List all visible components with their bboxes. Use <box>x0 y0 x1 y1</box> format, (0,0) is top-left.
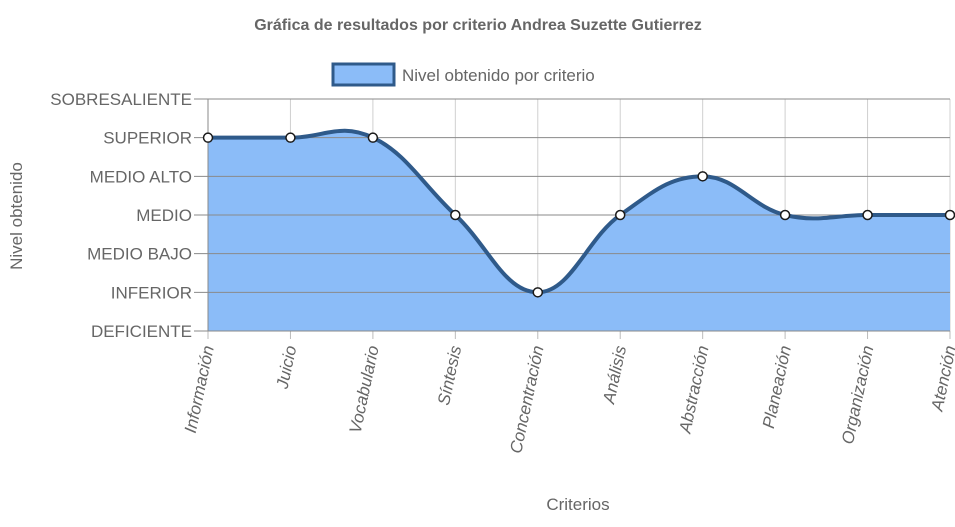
x-tick-label: Juicio <box>273 344 301 391</box>
data-point <box>532 287 544 298</box>
chart-title: Gráfica de resultados por criterio Andre… <box>254 17 702 34</box>
data-point <box>779 209 791 221</box>
legend-swatch <box>331 62 396 87</box>
x-tick-label: Planeación <box>759 344 795 430</box>
y-tick-label: INFERIOR <box>111 283 192 302</box>
x-tick-label: Concentración <box>506 344 547 455</box>
x-tick-label: Información <box>181 344 218 435</box>
y-tick-label: MEDIO ALTO <box>90 167 192 186</box>
x-tick-label: Atención <box>927 344 955 414</box>
series-line <box>207 128 950 295</box>
data-point <box>944 209 955 221</box>
data-point <box>862 209 873 221</box>
y-tick-label: MEDIO BAJO <box>87 245 192 264</box>
x-axis-title: Criterios <box>546 495 609 514</box>
y-tick-label: SUPERIOR <box>103 129 192 148</box>
data-point <box>285 132 296 143</box>
x-tick-label: Organización <box>838 344 877 446</box>
y-tick-label: SOBRESALIENTE <box>50 90 192 109</box>
x-tick-label: Vocabulario <box>346 344 383 435</box>
legend[interactable]: Nivel obtenido por criterio <box>331 62 595 87</box>
legend-label: Nivel obtenido por criterio <box>402 66 595 85</box>
data-point <box>367 132 379 143</box>
data-point <box>697 171 708 182</box>
data-point <box>450 209 461 221</box>
y-tick-label: DEFICIENTE <box>91 322 192 341</box>
x-tick-label: Abstracción <box>675 344 712 436</box>
y-tick-label: MEDIO <box>136 206 192 225</box>
x-tick-label: Análisis <box>599 343 630 406</box>
data-point <box>202 132 214 143</box>
plot-area: DEFICIENTE INFERIOR MEDIO BAJO MEDIO MEDIO A… <box>50 90 955 455</box>
x-tick-label: Síntesis <box>434 343 465 407</box>
y-axis-title: Nivel obtenido <box>7 162 26 270</box>
series-area <box>208 130 950 331</box>
data-point <box>614 209 626 221</box>
